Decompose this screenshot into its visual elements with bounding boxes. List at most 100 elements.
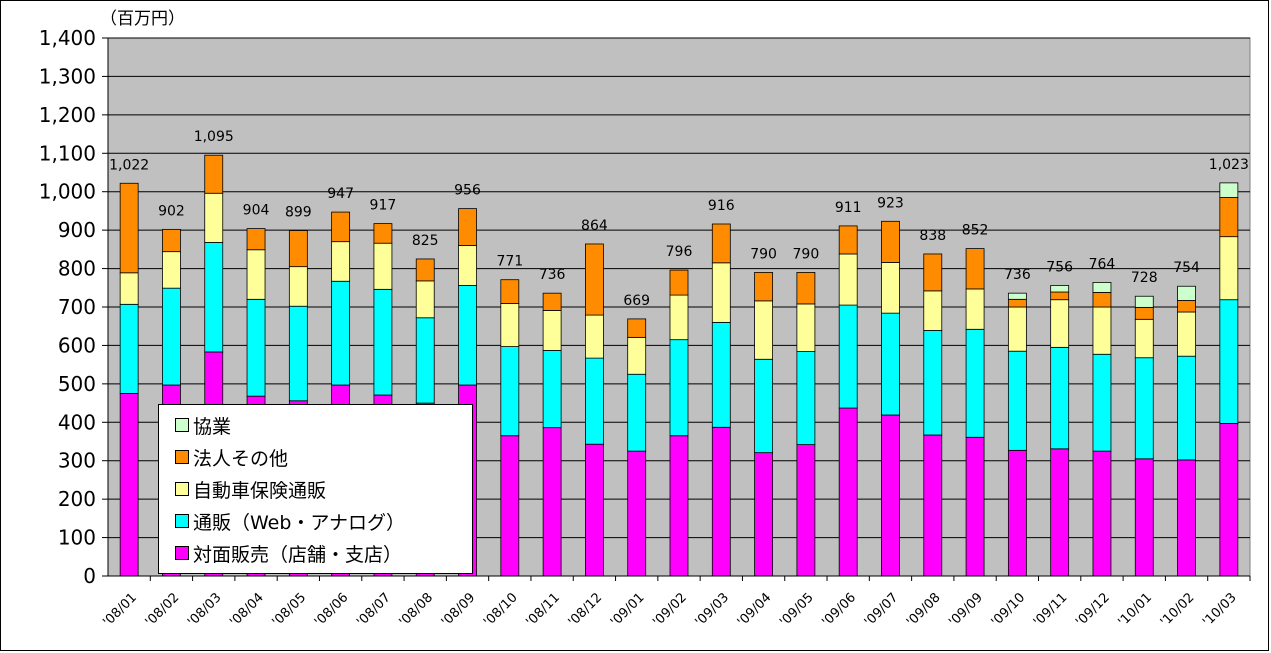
bar-segment-series-3-6 (373, 223, 393, 244)
total-label: 1,022 (109, 157, 149, 173)
total-label: 669 (623, 293, 650, 309)
y-tick-label: 200 (58, 487, 96, 511)
bar-segment-series-2-21 (1007, 306, 1027, 352)
bar-segment-series-4-22 (1050, 285, 1070, 293)
y-tick-label: 600 (58, 333, 96, 357)
bar-segment-series-2-2 (204, 192, 224, 243)
y-tick-label: 0 (83, 564, 96, 588)
bar-segment-series-2-6 (373, 242, 393, 290)
bar-segment-series-2-11 (585, 314, 604, 359)
bar-segment-series-3-3 (246, 228, 266, 251)
bar-segment-series-3-4 (288, 230, 308, 268)
x-tick-label: '09/05 (777, 590, 817, 630)
bar-segment-series-1-15 (754, 358, 773, 454)
bar-segment-series-2-26 (1219, 236, 1239, 301)
bar-segment-series-2-0 (119, 272, 139, 305)
total-label: 764 (1089, 256, 1116, 272)
bar-segment-series-4-26 (1219, 182, 1239, 198)
bar-segment-series-1-8 (458, 285, 477, 386)
bar-segment-series-2-17 (838, 253, 858, 306)
bar-segment-series-3-17 (838, 225, 858, 255)
bar-segment-series-1-4 (288, 305, 308, 402)
bar-segment-series-3-7 (415, 258, 435, 282)
x-tick-label: '09/11 (1031, 590, 1071, 630)
total-label: 796 (666, 244, 693, 260)
bar-segment-series-1-0 (119, 303, 139, 394)
bar-segment-series-0-17 (838, 407, 858, 577)
bar-segment-series-0-0 (119, 393, 139, 577)
bar-segment-series-2-3 (246, 249, 266, 300)
bar-segment-series-3-19 (923, 253, 943, 292)
total-label: 947 (327, 186, 354, 202)
bar-segment-series-1-18 (881, 312, 900, 416)
legend-item-corporate-other: 法人その他 (175, 441, 472, 473)
bar-segment-series-2-23 (1092, 306, 1112, 355)
x-tick-label: '08/07 (354, 590, 394, 630)
legend-item-face-to-face: 対面販売（店舗・支店） (175, 537, 472, 569)
bar-segment-series-4-21 (1007, 292, 1027, 300)
bar-segment-series-3-12 (627, 318, 647, 338)
total-label: 911 (835, 200, 862, 216)
bar-segment-series-3-5 (331, 211, 351, 243)
bar-segment-series-3-20 (965, 248, 985, 290)
bar-segment-series-3-24 (1134, 306, 1154, 320)
total-label: 899 (285, 205, 312, 221)
bar-segment-series-2-4 (288, 266, 308, 307)
bar-segment-series-1-26 (1219, 299, 1239, 424)
bar-segment-series-1-3 (246, 298, 266, 397)
bar-segment-series-0-26 (1219, 423, 1239, 577)
legend-swatch-auto-insurance-direct (175, 482, 189, 496)
total-label: 864 (581, 218, 608, 234)
bar-segment-series-0-18 (881, 414, 900, 577)
total-label: 1,095 (194, 129, 234, 145)
y-unit-label: （百万円） (100, 9, 185, 29)
total-label: 825 (412, 233, 439, 249)
y-tick-label: 700 (58, 295, 96, 319)
y-tick-label: 900 (58, 218, 96, 242)
x-tick-label: '08/10 (481, 590, 521, 630)
legend-swatch-kyogyo (175, 418, 189, 432)
bar-segment-series-1-16 (796, 351, 816, 445)
bar-segment-series-0-16 (796, 444, 816, 577)
total-label: 736 (539, 267, 566, 283)
bar-segment-series-3-9 (500, 279, 520, 304)
bar-segment-series-0-24 (1134, 458, 1154, 577)
bar-segment-series-1-1 (162, 287, 181, 386)
bar-segment-series-0-14 (711, 426, 731, 577)
bar-segment-series-2-10 (542, 310, 562, 351)
bar-segment-series-0-15 (754, 452, 773, 577)
y-tick-label: 500 (58, 372, 96, 396)
x-tick-label: '08/03 (185, 590, 225, 630)
total-label: 790 (793, 246, 820, 262)
total-label: 904 (243, 203, 270, 219)
chart-legend: 協業 法人その他 自動車保険通販 通販（Web・アナログ） 対面販売（店舗・支店… (158, 404, 473, 574)
total-label: 756 (1046, 259, 1073, 275)
x-tick-label: '09/01 (608, 590, 648, 630)
bar-segment-series-3-16 (796, 272, 816, 305)
legend-label-kyogyo: 協業 (193, 415, 232, 438)
bar-segment-series-1-20 (965, 328, 985, 438)
bar-segment-series-1-2 (204, 242, 224, 353)
x-tick-label: '10/01 (1115, 590, 1155, 630)
x-tick-label: '08/06 (312, 590, 352, 630)
total-label: 728 (1131, 270, 1158, 286)
x-tick-label: '08/08 (396, 590, 436, 630)
bar-segment-series-3-25 (1177, 300, 1196, 313)
bar-segment-series-1-10 (542, 350, 562, 429)
legend-item-mail-order: 通販（Web・アナログ） (175, 505, 472, 537)
bar-segment-series-2-7 (415, 280, 435, 319)
x-tick-label: '08/04 (227, 590, 267, 630)
y-tick-label: 800 (58, 257, 96, 281)
legend-label-face-to-face: 対面販売（店舗・支店） (193, 543, 403, 566)
legend-item-kyogyo: 協業 (175, 409, 472, 441)
bar-segment-series-3-22 (1050, 291, 1070, 301)
bar-segment-series-2-18 (881, 262, 900, 314)
bar-segment-series-3-26 (1219, 197, 1239, 238)
bar-segment-series-0-9 (500, 435, 520, 577)
bar-segment-series-4-23 (1092, 282, 1112, 293)
x-tick-label: '09/02 (650, 590, 690, 630)
bar-segment-series-1-9 (500, 346, 520, 437)
bar-segment-series-1-25 (1177, 355, 1196, 461)
bar-segment-series-0-25 (1177, 459, 1196, 577)
y-tick-label: 1,300 (39, 64, 96, 88)
